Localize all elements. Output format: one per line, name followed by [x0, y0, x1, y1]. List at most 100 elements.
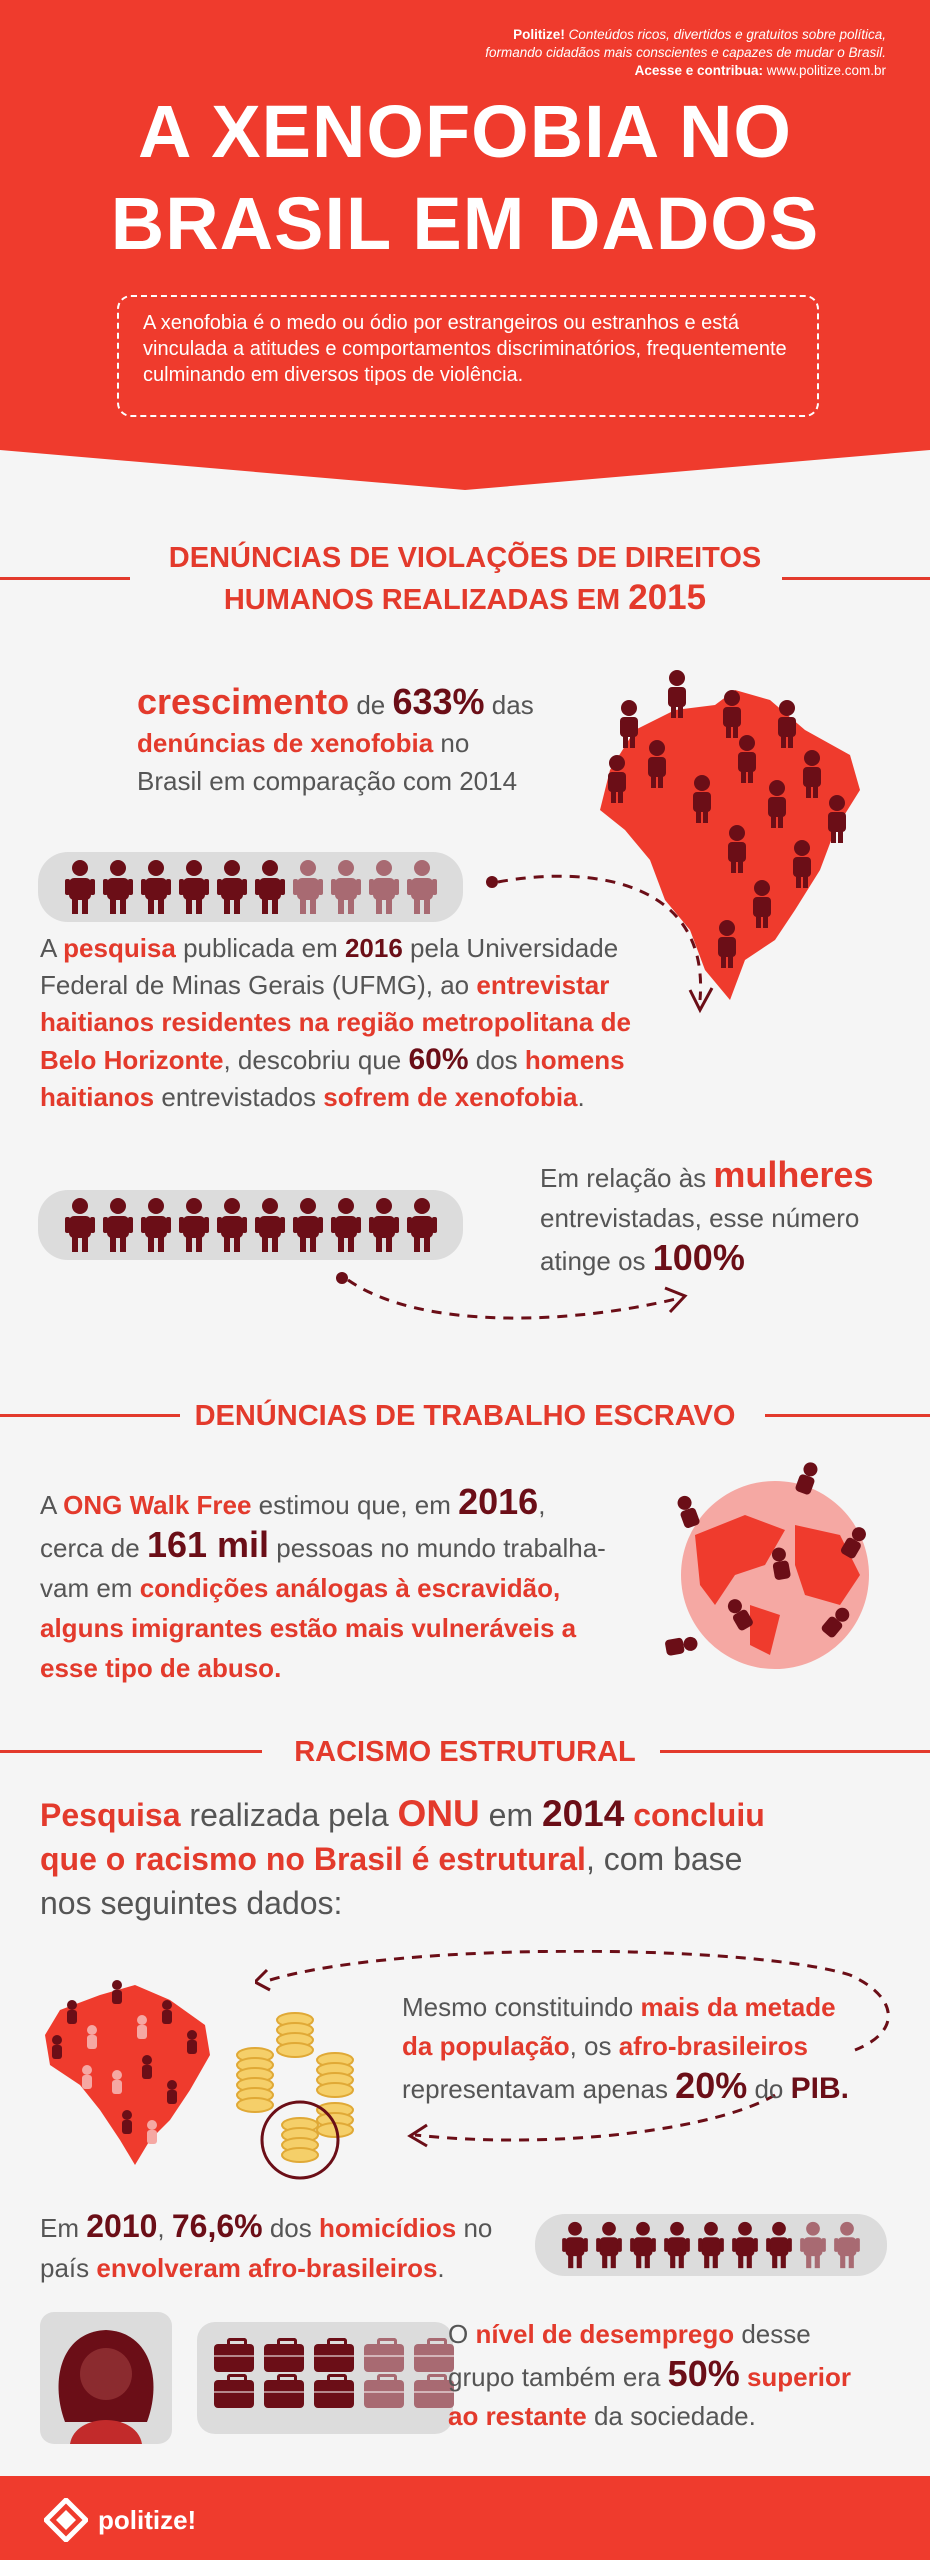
unemployment-pictogram — [197, 2322, 454, 2434]
unemp-a: O — [448, 2319, 476, 2349]
slavery-abuso: esse tipo de abuso. — [40, 1653, 282, 1683]
slavery-vam: vam em — [40, 1573, 140, 1603]
growth-das: das — [484, 690, 534, 720]
intro-box: A xenofobia é o medo ou ódio por estrang… — [117, 295, 819, 417]
person-icon — [140, 1198, 171, 1252]
person-icon — [562, 2221, 588, 2269]
brand-url[interactable]: www.politize.com.br — [762, 63, 886, 78]
slavery-cerca: cerca de — [40, 1533, 147, 1563]
brazil-small-map-illustration — [45, 1980, 210, 2165]
pib-f: representavam apenas — [402, 2074, 676, 2104]
research-p3: publicada em — [175, 933, 345, 963]
globe-illustration — [665, 1462, 869, 1669]
unemp-restante: ao restante — [448, 2401, 587, 2431]
section3-heading: RACISMO ESTRUTURAL — [294, 1736, 636, 1768]
slavery-year: 2016 — [458, 1481, 539, 1522]
pib-text: Mesmo constituindo mais da metade da pop… — [402, 1988, 902, 2109]
men-ratio-pictogram — [38, 852, 463, 922]
person-icon — [368, 860, 399, 914]
pib-populacao: da população — [402, 2031, 570, 2061]
briefcase-icon — [314, 2374, 354, 2408]
slavery-condicoes: condições análogas à escravidão, — [139, 1573, 561, 1603]
growth-no: no — [433, 728, 470, 758]
person-icon — [254, 1198, 285, 1252]
research-p1: A — [40, 933, 64, 963]
coins-illustration — [236, 2012, 354, 2180]
research-p10: , descobriu que — [223, 1045, 409, 1075]
women-text: Em relação às mulheres entrevistadas, es… — [540, 1155, 910, 1281]
brand-line2: formando cidadãos mais conscientes e cap… — [485, 45, 886, 60]
person-icon — [102, 860, 133, 914]
hom-e: dos — [262, 2213, 319, 2243]
unemployment-text: O nível de desemprego desse grupo também… — [448, 2315, 908, 2436]
section1-rule-left — [0, 577, 130, 580]
pib-d: , os — [569, 2031, 619, 2061]
research-homens: homens — [524, 1045, 625, 1075]
section1-heading-line1: DENÚNCIAS DE VIOLAÇÕES DE DIREITOS — [168, 542, 762, 574]
section2-heading: DENÚNCIAS DE TRABALHO ESCRAVO — [194, 1400, 736, 1432]
research-year: 2016 — [344, 933, 403, 963]
research-sofrem: sofrem de xenofobia — [323, 1082, 578, 1112]
person-icon — [178, 860, 209, 914]
research-dot: . — [577, 1082, 585, 1112]
section1-heading-line2: HUMANOS REALIZADAS EM — [223, 584, 629, 616]
women-ratio-pictogram — [38, 1190, 463, 1260]
person-icon — [102, 1198, 133, 1252]
hom-dot: . — [437, 2253, 445, 2283]
section3-rule-left — [0, 1750, 262, 1753]
research-p12: dos — [468, 1045, 525, 1075]
hero-banner — [0, 0, 930, 490]
growth-text: crescimento de 633% das denúncias de xen… — [137, 683, 555, 800]
slavery-mundo: pessoas no mundo trabalha- — [269, 1533, 606, 1563]
research-pesquisa: pesquisa — [63, 933, 176, 963]
lead-i: nos seguintes dados: — [40, 1885, 343, 1921]
women-c: entrevistadas, esse número — [540, 1203, 860, 1233]
women-d: atinge os — [540, 1246, 653, 1276]
person-icon — [178, 1198, 209, 1252]
hom-h: país — [40, 2253, 97, 2283]
research-p15: entrevistados — [154, 1082, 324, 1112]
homicide-ratio-pictogram — [535, 2214, 887, 2276]
women-a: Em relação às — [540, 1163, 714, 1193]
person-icon — [330, 1198, 361, 1252]
person-icon — [732, 2221, 758, 2269]
lead-concluiu: concluiu — [624, 1797, 765, 1833]
slavery-comma: , — [538, 1490, 546, 1520]
person-icon — [834, 2221, 860, 2269]
person-icon — [330, 860, 361, 914]
person-icon — [292, 1198, 323, 1252]
footer-logo-text: politize! — [98, 2504, 197, 2535]
hom-c: , — [157, 2213, 172, 2243]
lead-onu: ONU — [397, 1793, 480, 1834]
section2-rule-right — [765, 1414, 930, 1417]
growth-de: de — [349, 690, 393, 720]
person-icon — [596, 2221, 622, 2269]
footer-logo[interactable]: politize! — [44, 2498, 196, 2542]
person-icon — [664, 2221, 690, 2269]
slavery-text: A ONG Walk Free estimou que, em 2016, ce… — [40, 1482, 636, 1688]
pib-percent: 20% — [675, 2065, 748, 2106]
person-icon — [620, 700, 638, 748]
pib-h: do — [747, 2074, 791, 2104]
pib-pib: PIB. — [790, 2072, 849, 2105]
dashed-arrow-right-down — [486, 874, 714, 1014]
woman-avatar-illustration — [40, 2312, 172, 2444]
brazil-map-illustration — [600, 670, 860, 1000]
slavery-count: 161 mil — [146, 1524, 270, 1565]
growth-compare: Brasil em comparação com 2014 — [137, 766, 518, 796]
hom-a: Em — [40, 2213, 87, 2243]
briefcase-icon — [314, 2338, 354, 2372]
unemp-h: da sociedade. — [586, 2401, 756, 2431]
brand-tagline: Politize! Conteúdos ricos, divertidos e … — [485, 26, 886, 80]
research-text: A pesquisa publicada em 2016 pela Univer… — [40, 930, 680, 1116]
women-mulheres: mulheres — [713, 1154, 874, 1195]
briefcase-icon — [414, 2338, 454, 2372]
lead-b: realizada pela — [180, 1797, 398, 1833]
briefcase-icon — [214, 2338, 254, 2372]
section3-rule-right — [660, 1750, 930, 1753]
briefcase-icon — [364, 2374, 404, 2408]
lead-pesquisa: Pesquisa — [40, 1797, 181, 1833]
research-p6: Federal de Minas Gerais (UFMG), ao — [40, 970, 477, 1000]
lead-d: em — [479, 1797, 543, 1833]
